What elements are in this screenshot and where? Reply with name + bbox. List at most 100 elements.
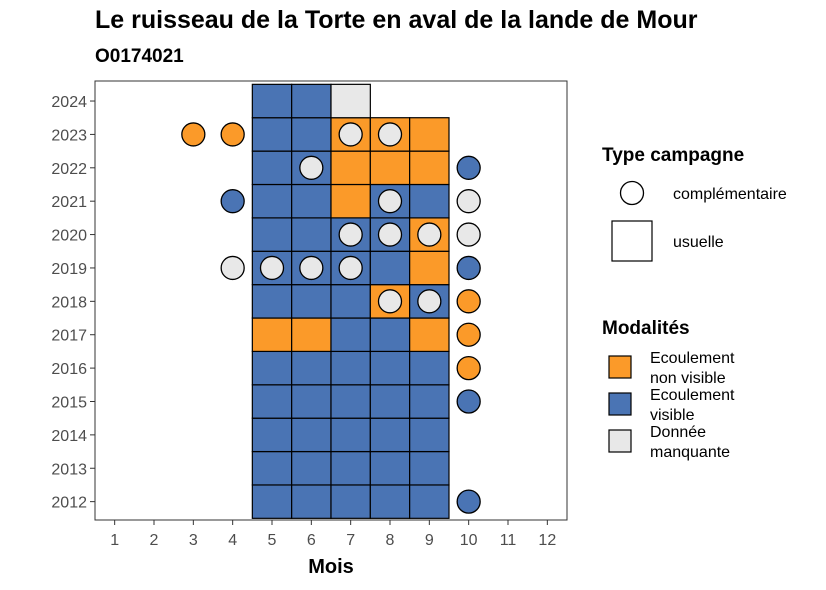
point-complementaire <box>299 255 324 281</box>
point-complementaire <box>377 189 403 214</box>
legend-type-label: usuelle <box>673 234 724 251</box>
x-axis-title: Mois <box>308 556 354 578</box>
tile-usuelle <box>291 217 332 252</box>
y-tick-label: 2023 <box>51 127 87 144</box>
tile-usuelle <box>369 317 411 353</box>
point-complementaire <box>456 155 481 180</box>
x-tick-label: 9 <box>425 532 434 549</box>
point-complementaire <box>456 489 481 514</box>
x-tick-label: 1 <box>110 532 119 549</box>
x-tick-label: 4 <box>228 532 237 549</box>
legend-modalites-title: Modalités <box>602 318 690 339</box>
tile-usuelle <box>369 450 411 486</box>
point-complementaire <box>338 122 363 147</box>
point-complementaire <box>220 189 245 214</box>
legend-circle-key <box>619 180 645 206</box>
tile-usuelle <box>251 83 293 119</box>
tile-usuelle <box>291 83 332 119</box>
tile-usuelle <box>251 384 293 419</box>
legend-modalite-label: Ecoulement visible <box>650 387 735 424</box>
tile-usuelle <box>330 317 371 353</box>
x-tick-label: 3 <box>189 532 198 549</box>
y-tick-label: 2017 <box>51 328 87 345</box>
tile-usuelle <box>369 350 411 386</box>
point-complementaire <box>377 122 403 147</box>
legend-type-title: Type campagne <box>602 145 744 166</box>
y-tick-label: 2016 <box>51 361 87 378</box>
tile-usuelle <box>409 350 450 386</box>
tile-usuelle <box>330 384 371 419</box>
chart-subtitle: O0174021 <box>95 46 184 67</box>
tile-usuelle <box>251 183 293 219</box>
legend-type-label: complémentaire <box>673 186 787 203</box>
legend-square-key <box>611 220 653 262</box>
y-tick-label: 2020 <box>51 228 87 245</box>
point-complementaire <box>456 255 481 281</box>
point-complementaire <box>338 255 363 281</box>
tile-usuelle <box>251 284 293 319</box>
x-tick-label: 12 <box>538 532 556 549</box>
point-complementaire <box>181 122 206 147</box>
y-tick-label: 2019 <box>51 261 87 278</box>
plot-border <box>94 80 568 521</box>
tile-usuelle <box>291 484 332 519</box>
tile-usuelle <box>251 450 293 486</box>
tile-usuelle <box>291 384 332 419</box>
point-complementaire <box>456 389 481 414</box>
tile-usuelle <box>330 183 371 219</box>
tile-usuelle <box>409 117 450 152</box>
point-complementaire <box>456 289 481 314</box>
point-complementaire <box>220 255 245 281</box>
tile-usuelle <box>369 250 411 286</box>
y-tick-label: 2024 <box>51 94 87 111</box>
tile-usuelle <box>251 417 293 453</box>
tile-usuelle <box>291 317 332 353</box>
tile-usuelle <box>291 350 332 386</box>
point-complementaire <box>377 289 403 314</box>
tile-usuelle <box>330 150 371 186</box>
tile-usuelle <box>251 317 293 353</box>
tile-usuelle <box>409 450 450 486</box>
y-tick-label: 2022 <box>51 161 87 178</box>
chart-title: Le ruisseau de la Torte en aval de la la… <box>95 6 698 34</box>
legend-modalite-key <box>608 429 632 453</box>
point-complementaire <box>456 355 481 381</box>
tile-usuelle <box>330 284 371 319</box>
legend-modalite-label: Ecoulement non visible <box>650 350 735 387</box>
y-tick-label: 2015 <box>51 394 87 411</box>
x-tick-label: 8 <box>386 532 395 549</box>
tile-usuelle <box>409 384 450 419</box>
tile-usuelle <box>330 417 371 453</box>
tile-usuelle <box>409 484 450 519</box>
tile-usuelle <box>330 484 371 519</box>
y-tick-label: 2021 <box>51 194 87 211</box>
tile-usuelle <box>251 217 293 252</box>
tile-usuelle <box>409 417 450 453</box>
point-complementaire <box>417 289 442 314</box>
tile-usuelle <box>369 484 411 519</box>
point-complementaire <box>456 322 481 347</box>
x-tick-label: 2 <box>150 532 159 549</box>
point-complementaire <box>456 189 481 214</box>
tile-usuelle <box>330 350 371 386</box>
legend-modalite-key <box>608 392 632 416</box>
x-tick-label: 11 <box>500 532 517 549</box>
legend-modalite-key <box>608 355 632 379</box>
x-tick-label: 5 <box>268 532 277 549</box>
tile-usuelle <box>251 117 293 152</box>
tile-usuelle <box>251 350 293 386</box>
tile-usuelle <box>369 384 411 419</box>
point-complementaire <box>456 222 481 247</box>
tile-usuelle <box>291 417 332 453</box>
tile-usuelle <box>330 83 371 119</box>
tile-usuelle <box>409 150 450 186</box>
point-complementaire <box>220 122 245 147</box>
y-tick-label: 2012 <box>51 495 87 512</box>
tile-usuelle <box>251 150 293 186</box>
x-tick-label: 7 <box>346 532 355 549</box>
legend-modalite-label: Donnée manquante <box>650 424 730 461</box>
y-tick-label: 2018 <box>51 294 87 311</box>
point-complementaire <box>417 222 442 247</box>
y-tick-label: 2013 <box>51 461 87 478</box>
